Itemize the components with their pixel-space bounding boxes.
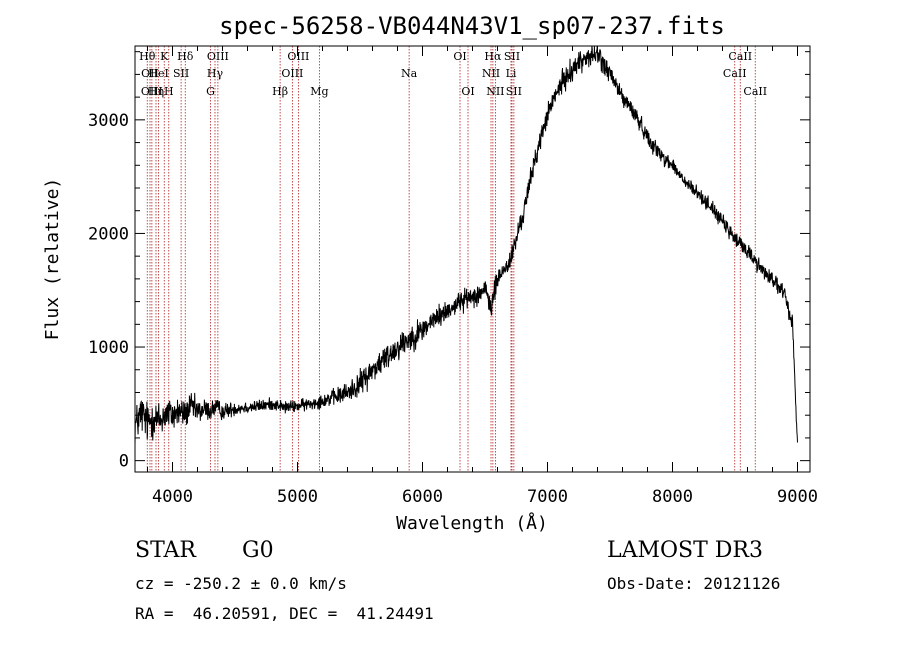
object-class: STAR	[135, 538, 196, 563]
spectrum-line	[134, 45, 798, 446]
line-label-13: OIII	[281, 67, 303, 80]
line-label-12: Hβ	[272, 85, 288, 98]
line-label-24: SII	[506, 85, 522, 98]
line-label-1: OII	[141, 67, 159, 80]
x-tick-label-5: 9000	[777, 487, 818, 507]
redshift-text: cz = -250.2 ± 0.0 km/s	[135, 574, 347, 593]
line-label-19: NII	[482, 67, 500, 80]
x-tick-label-1: 5000	[277, 487, 318, 507]
line-label-22: Li	[506, 67, 517, 80]
line-label-17: OI	[453, 50, 466, 63]
line-label-9: G	[206, 85, 215, 98]
line-label-16: Na	[401, 67, 418, 80]
obs-date-text: Obs-Date: 20121126	[607, 574, 781, 593]
line-label-11: OIII	[207, 50, 229, 63]
line-label-3: Hη	[148, 85, 164, 98]
line-label-21: NII	[486, 85, 504, 98]
x-tick-label-3: 7000	[527, 487, 568, 507]
y-tick-label-3: 3000	[88, 111, 129, 131]
y-axis-ticks: 0 1000 2000 3000	[88, 51, 810, 472]
plot-frame	[134, 45, 811, 473]
line-label-15: Mg	[310, 85, 328, 98]
x-tick-label-4: 8000	[652, 487, 693, 507]
line-label-25: CaII	[723, 67, 747, 80]
x-tick-label-2: 6000	[402, 487, 443, 507]
line-label-10: Hγ	[207, 67, 224, 80]
line-label-0: Hθ	[139, 50, 156, 63]
y-tick-label-2: 2000	[88, 224, 129, 244]
line-label-7: SII	[173, 67, 189, 80]
line-label-4: HeI	[148, 67, 168, 80]
x-axis-label: Wavelength (Å)	[396, 512, 548, 534]
y-tick-label-0: 0	[119, 452, 129, 472]
line-label-23: SII	[504, 50, 520, 63]
line-label-18: OI	[461, 85, 474, 98]
x-tick-label-0: 4000	[152, 487, 193, 507]
line-label-20: Hα	[484, 50, 502, 63]
line-label-2: OIII	[141, 85, 163, 98]
line-label-27: CaII	[743, 85, 767, 98]
object-subclass: G0	[242, 538, 274, 563]
line-label-26: CaII	[728, 50, 752, 63]
line-label-14: OIII	[287, 50, 309, 63]
y-axis-label: Flux (relative)	[42, 178, 63, 341]
survey-name: LAMOST DR3	[607, 538, 763, 563]
line-label-8: Hδ	[177, 50, 194, 63]
x-axis-ticks: 4000 5000 6000 7000 8000 9000	[147, 46, 818, 507]
y-tick-label-1: 1000	[88, 338, 129, 358]
line-label-5: K	[160, 50, 169, 63]
line-label-6: H	[164, 85, 174, 98]
chart-title: spec-56258-VB044N43V1_sp07-237.fits	[219, 12, 725, 40]
coords-text: RA = 46.20591, DEC = 41.24491	[135, 604, 434, 623]
spectral-line-labels: HθOIIOIIIHηHeIKHSIIHδGHγOIIIHβOIIIOIIIMg…	[139, 50, 767, 98]
